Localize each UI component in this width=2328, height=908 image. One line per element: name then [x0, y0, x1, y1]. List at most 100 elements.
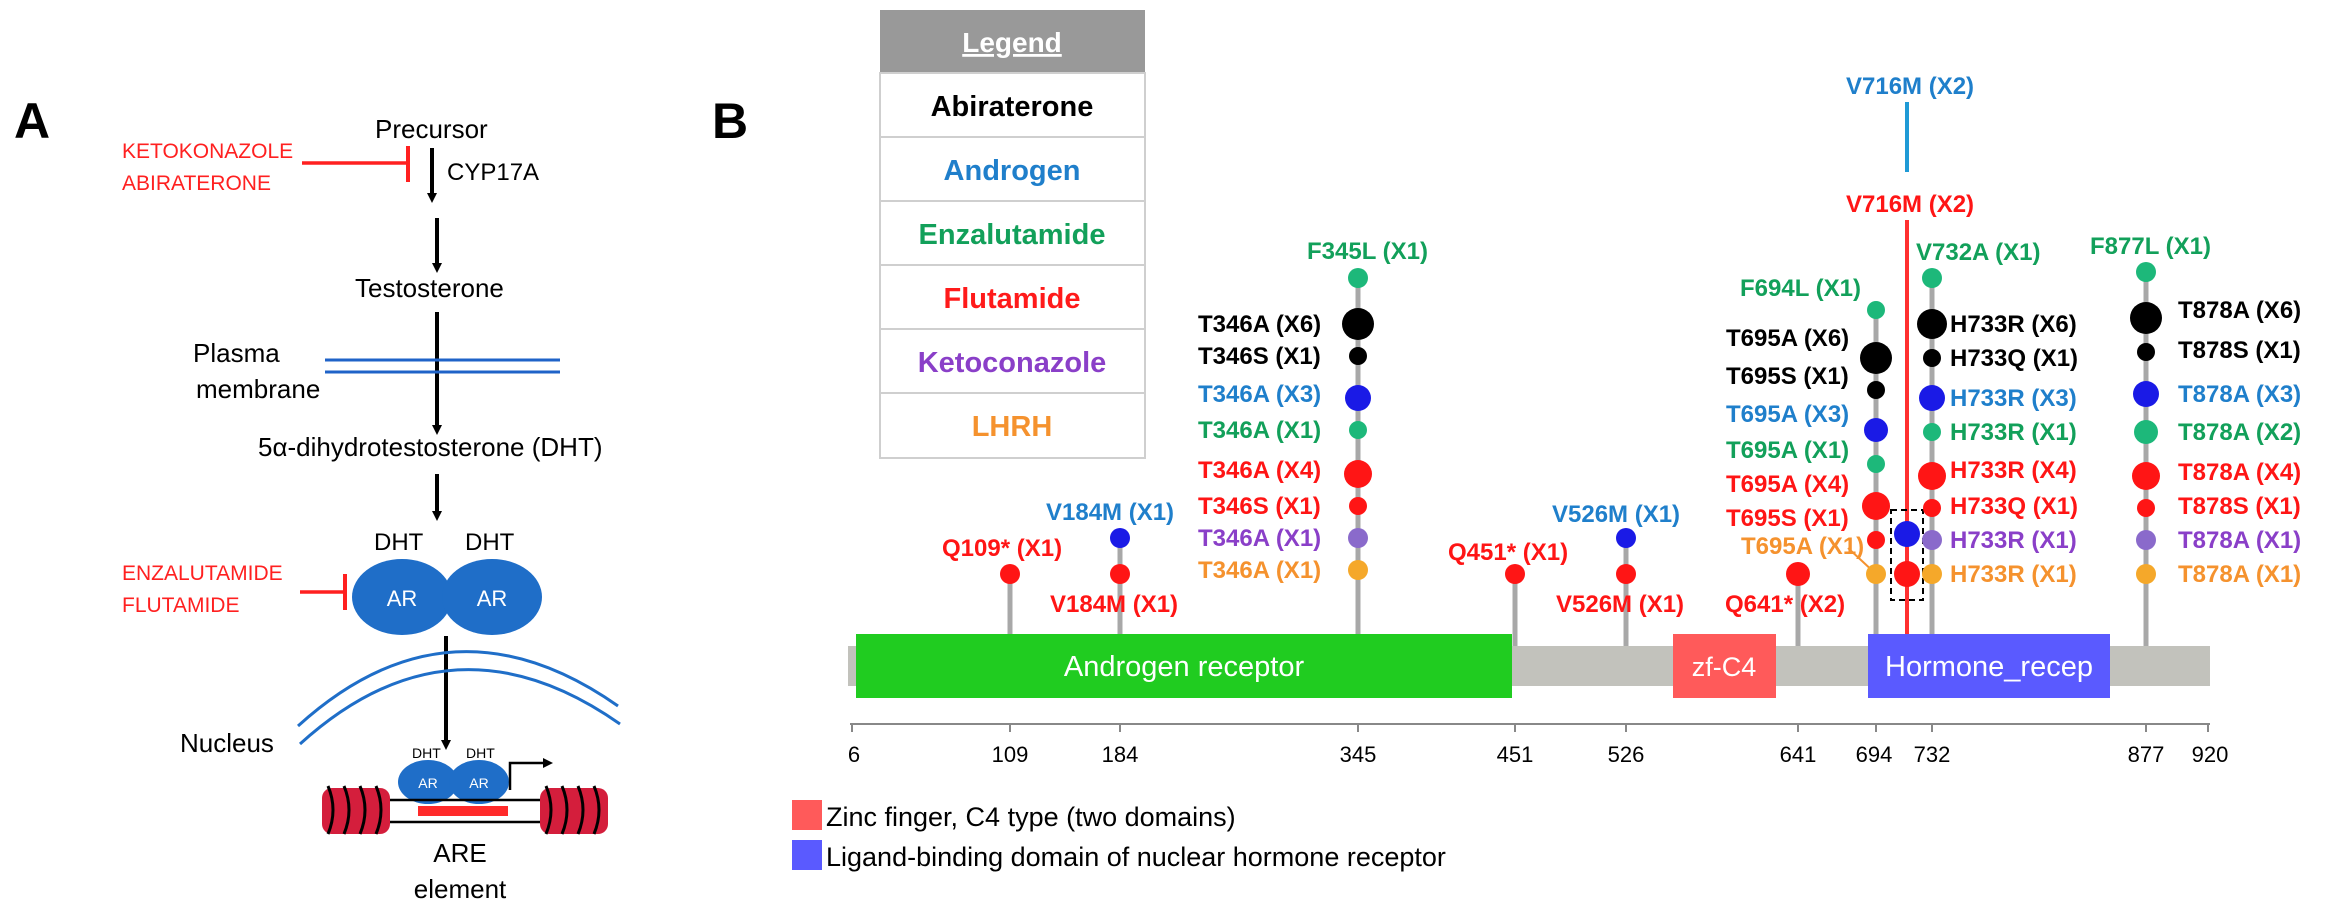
- axis-ticks: [851, 724, 2209, 732]
- label-t695a-green: T695A (X1): [1726, 437, 1849, 464]
- element-label: element: [414, 874, 507, 904]
- dot-695-green: [1867, 455, 1885, 473]
- panel-a-label: A: [14, 93, 50, 149]
- dot-694-green: [1867, 301, 1885, 319]
- nuclear-envelope-inner: [298, 668, 621, 746]
- legend-title: Legend: [962, 27, 1062, 58]
- tick-877: 877: [2128, 742, 2165, 767]
- label-h733q-red: H733Q (X1): [1950, 493, 2078, 520]
- dot-345-green: [1348, 268, 1368, 288]
- dot-695-blue: [1864, 418, 1888, 442]
- dot-877-green: [2136, 262, 2156, 282]
- label-t346a-green: T346A (X1): [1198, 417, 1321, 444]
- label-t346s-black: T346S (X1): [1198, 343, 1321, 370]
- domain-hormone-recep-label: Hormone_recep: [1885, 651, 2093, 683]
- dot-716-blue: [1894, 521, 1920, 547]
- domain-zf-c4-label: zf-C4: [1692, 652, 1757, 682]
- dot-v184-blue: [1110, 528, 1130, 548]
- inhibitor-ketokonazole: KETOKONAZOLE: [122, 140, 293, 163]
- ar-small-left-label: AR: [418, 775, 437, 791]
- label-q451: Q451* (X1): [1448, 539, 1568, 566]
- ar-small-left: [398, 760, 458, 804]
- plasma-label: Plasma: [193, 338, 280, 368]
- transcription-arrow: [508, 758, 553, 790]
- label-t878a-x2: T878A (X2): [2178, 419, 2301, 446]
- dot-878-x4-red: [2132, 462, 2160, 490]
- label-h733r-x4: H733R (X4): [1950, 457, 2077, 484]
- tick-451: 451: [1497, 742, 1534, 767]
- label-f345l: F345L (X1): [1307, 238, 1428, 265]
- legend-title-bg: [880, 10, 1145, 73]
- lollipop-heads: [1000, 262, 2162, 587]
- dht-small-right: DHT: [466, 745, 495, 761]
- dna-strand: [322, 785, 608, 835]
- domain-hormone-recep: [1868, 634, 2110, 698]
- dot-733-q-black: [1923, 349, 1941, 367]
- domain-androgen-receptor-label: Androgen receptor: [1064, 651, 1305, 683]
- footnote-swatch-lbd: [792, 840, 822, 870]
- ar-right: [442, 559, 542, 635]
- dht-full-label: 5α-dihydrotestosterone (DHT): [258, 432, 603, 462]
- mutation-labels: Q109* (X1) V184M (X1) V184M (X1) F345L (…: [942, 73, 2301, 618]
- label-v716m-red: V716M (X2): [1846, 191, 1974, 218]
- dot-346-green: [1349, 421, 1367, 439]
- dot-733-x4-red: [1918, 462, 1946, 490]
- histone-left: [322, 785, 390, 835]
- highlight-box-716: [1890, 509, 1924, 601]
- inhibitor-flutamide: FLUTAMIDE: [122, 594, 239, 617]
- dot-878-s-red: [2137, 499, 2155, 517]
- dot-q641: [1786, 562, 1810, 586]
- dot-695-s-red: [1867, 531, 1885, 549]
- label-h733r-x6: H733R (X6): [1950, 311, 2077, 338]
- label-t346a-orange: T346A (X1): [1198, 557, 1321, 584]
- label-t878a-orange: T878A (X1): [2178, 561, 2301, 588]
- footnote-swatch-zf: [792, 800, 822, 830]
- label-f877l: F877L (X1): [2090, 233, 2211, 260]
- label-t878a-x6: T878A (X6): [2178, 297, 2301, 324]
- dot-878-purple: [2136, 530, 2156, 550]
- dot-695-x4-red: [1862, 492, 1890, 520]
- are-label: ARE: [433, 838, 486, 868]
- label-v184m-bottom: V184M (X1): [1050, 591, 1178, 618]
- dot-732-green: [1922, 268, 1942, 288]
- label-t695a-orange: T695A (X1): [1741, 533, 1864, 560]
- inhibitor-abiraterone: ABIRATERONE: [122, 172, 271, 195]
- legend: Legend Abiraterone Androgen Enzalutamide…: [879, 10, 1146, 459]
- legend-item-androgen: Androgen: [944, 155, 1081, 187]
- label-h733r-green: H733R (X1): [1950, 419, 2077, 446]
- dot-733-green: [1923, 423, 1941, 441]
- label-f694l: F694L (X1): [1740, 275, 1861, 302]
- legend-item-abiraterone: Abiraterone: [931, 91, 1094, 123]
- dot-695-x6-black: [1860, 342, 1892, 374]
- panel-b: B Legend Abiraterone Androgen Enzalutami…: [712, 10, 2301, 872]
- dot-878-x6-black: [2130, 302, 2162, 334]
- label-h733r-purple: H733R (X1): [1950, 527, 2077, 554]
- dot-346-orange: [1348, 560, 1368, 580]
- are-element-box: [418, 806, 508, 816]
- histone-right: [540, 785, 608, 835]
- tick-920: 920: [2192, 742, 2229, 767]
- label-h733r-x3: H733R (X3): [1950, 385, 2077, 412]
- ar-left: [352, 559, 452, 635]
- precursor-label: Precursor: [375, 114, 488, 144]
- nuclear-envelope-outer: [296, 650, 619, 728]
- legend-item-ketoconazole: Ketoconazole: [918, 347, 1107, 379]
- dht-right-label: DHT: [465, 529, 515, 556]
- dot-v526-blue: [1616, 528, 1636, 548]
- panel-b-label: B: [712, 93, 748, 149]
- axis-tick-labels: 6 109 184 345 451 526 641 694 732 877 92…: [848, 742, 2228, 767]
- label-t695a-x4: T695A (X4): [1726, 471, 1849, 498]
- dot-346-blue: [1345, 385, 1371, 411]
- dot-733-x6-black: [1917, 309, 1947, 339]
- dot-v184-red: [1110, 564, 1130, 584]
- label-v732a: V732A (X1): [1916, 239, 2041, 266]
- dot-878-s-black: [2137, 343, 2155, 361]
- label-t878a-x3: T878A (X3): [2178, 381, 2301, 408]
- dot-733-blue: [1919, 385, 1945, 411]
- legend-item-enzalutamide: Enzalutamide: [919, 219, 1106, 251]
- tick-641: 641: [1780, 742, 1817, 767]
- dot-733-purple: [1922, 530, 1942, 550]
- dot-695-s-black: [1867, 381, 1885, 399]
- tick-694: 694: [1856, 742, 1893, 767]
